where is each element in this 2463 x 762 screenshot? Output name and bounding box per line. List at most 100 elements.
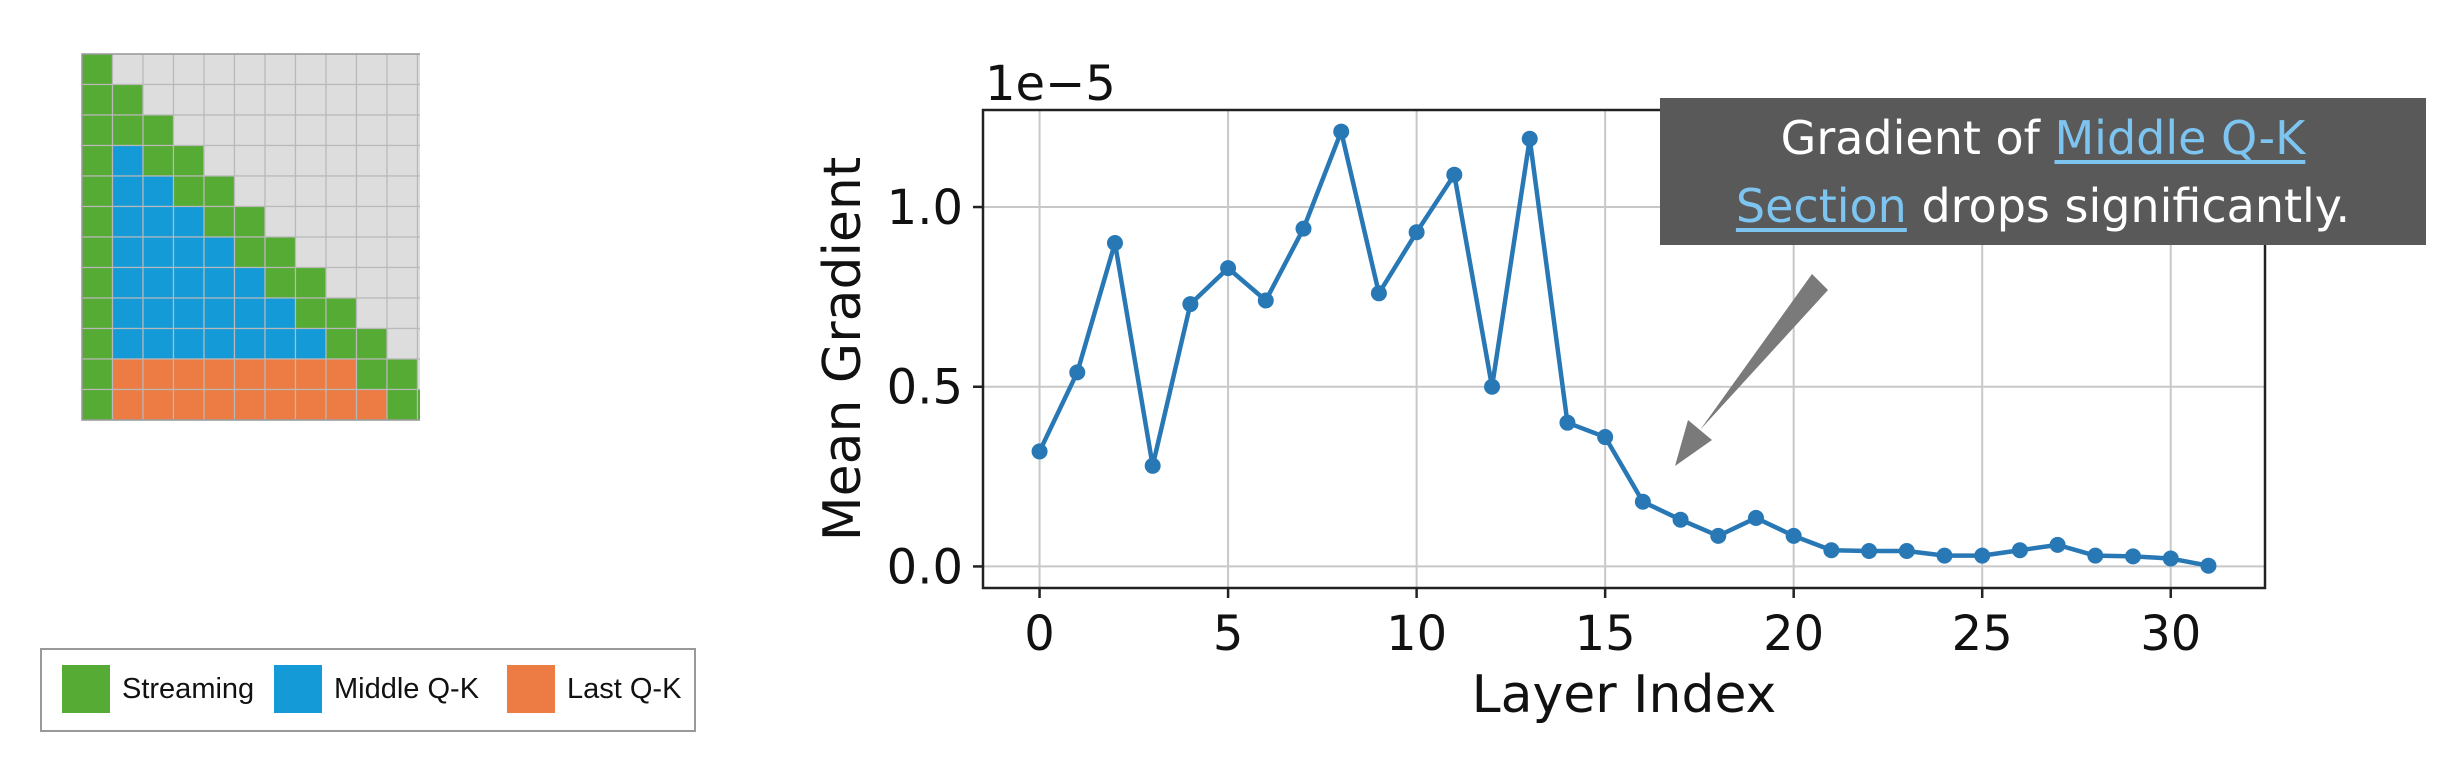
- data-point: [1069, 364, 1086, 381]
- legend-swatch-streaming: [62, 665, 110, 713]
- grid-cell-middle: [111, 236, 144, 269]
- grid-cell-streaming: [81, 205, 114, 238]
- x-tick-label: 20: [1763, 606, 1824, 662]
- grid-cell-middle: [111, 297, 144, 330]
- grid-cell-last: [325, 358, 358, 391]
- legend-item-middle: Middle Q-K: [274, 665, 479, 713]
- data-point: [1785, 527, 1802, 544]
- x-tick-label: 30: [2140, 606, 2201, 662]
- grid-cell-streaming: [81, 358, 114, 391]
- data-point: [1144, 457, 1161, 474]
- x-tick-label: 0: [1024, 606, 1055, 662]
- grid-cell-streaming: [203, 175, 236, 208]
- chart-ticks: 0 5 10 15 20 25 30 0.0 0.5 1.0: [887, 180, 2202, 662]
- chart-series: [1031, 123, 2217, 574]
- grid-cell-empty: [294, 175, 327, 208]
- data-point: [1521, 130, 1538, 147]
- data-point: [1710, 527, 1727, 544]
- grid-cell-middle: [142, 175, 175, 208]
- data-point: [2049, 536, 2066, 553]
- y-axis-title: Mean Gradient: [813, 157, 873, 542]
- grid-cell-middle: [142, 266, 175, 299]
- grid-cell-streaming: [233, 236, 266, 269]
- grid-cell-empty: [325, 236, 358, 269]
- annotation-callout: Gradient of Middle Q-K Section drops sig…: [1660, 98, 2426, 245]
- grid-cell-empty: [386, 83, 419, 116]
- grid-cell-empty: [264, 175, 297, 208]
- grid-cell-empty: [386, 266, 419, 299]
- data-point: [1370, 285, 1387, 302]
- y-tick-label: 0.0: [887, 539, 963, 595]
- data-point: [1861, 542, 1878, 559]
- data-point: [1974, 547, 1991, 564]
- data-point: [1898, 542, 1915, 559]
- data-point: [1408, 224, 1425, 241]
- x-tick-label: 5: [1213, 606, 1244, 662]
- grid-cell-middle: [172, 266, 205, 299]
- grid-cell-last: [264, 388, 297, 421]
- grid-cell-middle: [111, 175, 144, 208]
- grid-cell-last: [111, 358, 144, 391]
- legend-item-last: Last Q-K: [507, 665, 681, 713]
- grid-cell-middle: [294, 327, 327, 360]
- callout-prefix: Gradient of: [1780, 111, 2055, 165]
- grid-cell-empty: [264, 83, 297, 116]
- grid-cell-middle: [233, 297, 266, 330]
- grid-cell-streaming: [81, 266, 114, 299]
- data-point: [2125, 548, 2142, 565]
- callout-arrow-icon: [1675, 274, 1828, 466]
- data-point: [2011, 542, 2028, 559]
- grid-cell-streaming: [264, 236, 297, 269]
- legend-label-last: Last Q-K: [567, 672, 682, 705]
- grid-cell-streaming: [81, 175, 114, 208]
- data-point: [2087, 547, 2104, 564]
- y-tick-label: 0.5: [887, 360, 963, 416]
- grid-cell-empty: [264, 205, 297, 238]
- grid-cell-empty: [172, 83, 205, 116]
- grid-cell-empty: [325, 144, 358, 177]
- data-point: [1823, 542, 1840, 559]
- y-tick-label: 1.0: [887, 180, 963, 236]
- chart-frame: [981, 108, 2267, 590]
- grid-cell-streaming: [233, 205, 266, 238]
- grid-cell-empty: [294, 205, 327, 238]
- grid-cell-empty: [325, 205, 358, 238]
- grid-cell-empty: [233, 144, 266, 177]
- grid-cell-empty: [386, 175, 419, 208]
- x-tick-label: 25: [1952, 606, 2013, 662]
- data-point: [1220, 260, 1237, 277]
- grid-cell-streaming: [81, 144, 114, 177]
- grid-cell-last: [233, 358, 266, 391]
- data-point: [1333, 123, 1350, 140]
- legend-item-streaming: Streaming: [62, 665, 254, 713]
- grid-cell-streaming: [386, 358, 419, 391]
- legend-swatch-last: [507, 665, 555, 713]
- grid-cell-empty: [355, 144, 388, 177]
- grid-cell-empty: [294, 83, 327, 116]
- grid-cell-last: [264, 358, 297, 391]
- grid-cell-empty: [325, 83, 358, 116]
- data-point: [2200, 557, 2217, 574]
- grid-cell-empty: [355, 53, 388, 86]
- x-axis-title: Layer Index: [1472, 665, 1777, 725]
- grid-cell-empty: [203, 83, 236, 116]
- data-point: [2162, 550, 2179, 567]
- grid-cell-middle: [172, 205, 205, 238]
- grid-cell-streaming: [294, 297, 327, 330]
- data-point: [1559, 414, 1576, 431]
- data-point: [1634, 493, 1651, 510]
- grid-cell-empty: [203, 114, 236, 147]
- callout-suffix: drops significantly.: [1906, 179, 2351, 233]
- data-point: [1597, 429, 1614, 446]
- grid-cell-empty: [264, 114, 297, 147]
- grid-cell-empty: [355, 83, 388, 116]
- grid-cell-empty: [294, 53, 327, 86]
- grid-cell-middle: [172, 327, 205, 360]
- data-point: [1747, 509, 1764, 526]
- grid-cell-middle: [264, 297, 297, 330]
- callout-highlight-line1: Middle Q-K: [2054, 111, 2306, 165]
- grid-cell-middle: [142, 297, 175, 330]
- data-point: [1106, 234, 1123, 251]
- grid-cell-last: [111, 388, 144, 421]
